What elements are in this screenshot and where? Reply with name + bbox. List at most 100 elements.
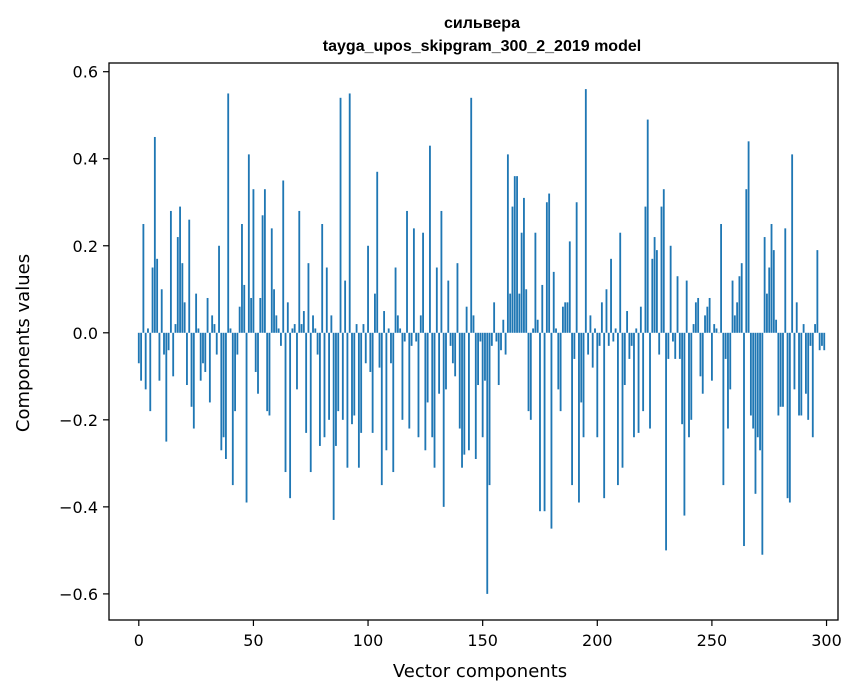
bar-183: [557, 332, 560, 390]
bar-93: [351, 332, 353, 425]
bar-141: [461, 332, 463, 468]
bar-116: [403, 332, 406, 342]
bar-67: [291, 328, 294, 333]
bar-3: [144, 332, 147, 390]
bar-217: [635, 328, 638, 333]
bar-117: [406, 210, 408, 333]
bar-138: [454, 332, 457, 377]
bar-96: [357, 332, 360, 468]
bar-212: [623, 332, 626, 386]
bar-295: [814, 324, 816, 333]
bar-64: [284, 332, 287, 473]
bar-281: [782, 332, 784, 407]
bar-251: [713, 324, 716, 333]
bar-155: [493, 302, 496, 333]
bar-206: [610, 258, 612, 333]
x-tick-label-0: 0: [134, 631, 144, 650]
bar-45: [241, 224, 243, 333]
bar-237: [681, 332, 684, 425]
bar-68: [293, 324, 296, 333]
bar-87: [337, 332, 340, 412]
bar-8: [156, 258, 159, 333]
bar-197: [589, 315, 592, 333]
bar-177: [543, 332, 546, 512]
bar-121: [415, 332, 418, 342]
bar-6: [151, 267, 154, 333]
bar-162: [509, 293, 512, 333]
bar-238: [683, 332, 686, 516]
bar-187: [566, 302, 569, 333]
bar-140: [458, 332, 461, 429]
bar-13: [167, 332, 170, 351]
bar-227: [658, 332, 661, 355]
bar-101: [369, 332, 372, 372]
bar-192: [578, 332, 580, 503]
bar-135: [447, 280, 450, 333]
bar-79: [318, 332, 321, 446]
bar-134: [445, 332, 447, 390]
bar-286: [793, 332, 796, 390]
bar-235: [676, 276, 679, 333]
bar-88: [339, 97, 342, 333]
bar-119: [410, 332, 413, 346]
bar-136: [449, 332, 452, 346]
bar-47: [245, 332, 248, 503]
bar-199: [594, 328, 596, 333]
bar-167: [520, 232, 523, 333]
bar-120: [412, 228, 415, 333]
bar-30: [206, 297, 209, 333]
bar-159: [502, 319, 505, 333]
x-tick-label-250: 250: [697, 631, 728, 650]
bar-190: [573, 332, 576, 359]
bar-114: [399, 328, 402, 333]
bar-205: [607, 332, 610, 346]
bar-184: [559, 332, 562, 412]
bar-144: [468, 332, 470, 451]
bar-258: [729, 332, 732, 390]
bar-268: [752, 332, 755, 429]
bar-55: [263, 189, 266, 333]
bar-265: [745, 189, 748, 333]
bar-203: [603, 332, 606, 499]
bar-58: [270, 228, 273, 333]
bar-143: [465, 306, 468, 333]
bar-242: [692, 324, 695, 333]
bar-163: [511, 206, 514, 333]
bar-105: [378, 332, 381, 368]
bar-218: [637, 332, 640, 433]
bar-261: [736, 302, 739, 333]
y-axis-label: Components values: [13, 254, 34, 432]
bar-247: [704, 315, 706, 333]
bar-168: [523, 197, 525, 333]
bar-280: [779, 332, 782, 407]
bar-174: [536, 319, 539, 333]
bar-171: [529, 332, 532, 420]
bar-288: [798, 332, 800, 416]
bar-282: [784, 228, 787, 333]
bar-103: [374, 293, 376, 333]
bar-219: [639, 306, 642, 333]
bar-256: [724, 332, 727, 359]
bar-289: [800, 332, 803, 416]
plot-area-frame: [108, 62, 839, 621]
bar-65: [286, 302, 289, 333]
bar-191: [575, 202, 578, 333]
bar-201: [598, 332, 601, 346]
bar-276: [770, 224, 773, 333]
bar-10: [160, 289, 163, 333]
bar-292: [807, 332, 810, 420]
x-tick-label-100: 100: [353, 631, 384, 650]
bar-118: [408, 332, 411, 429]
bar-226: [655, 250, 658, 333]
bar-249: [708, 297, 711, 333]
bar-188: [568, 241, 571, 333]
bar-130: [435, 267, 438, 333]
bar-11: [163, 332, 165, 355]
bar-279: [777, 332, 780, 416]
bar-24: [192, 332, 195, 429]
bar-22: [188, 219, 191, 333]
bar-182: [555, 328, 557, 333]
bar-4: [147, 328, 149, 333]
bar-110: [390, 332, 392, 364]
bar-137: [451, 332, 454, 364]
